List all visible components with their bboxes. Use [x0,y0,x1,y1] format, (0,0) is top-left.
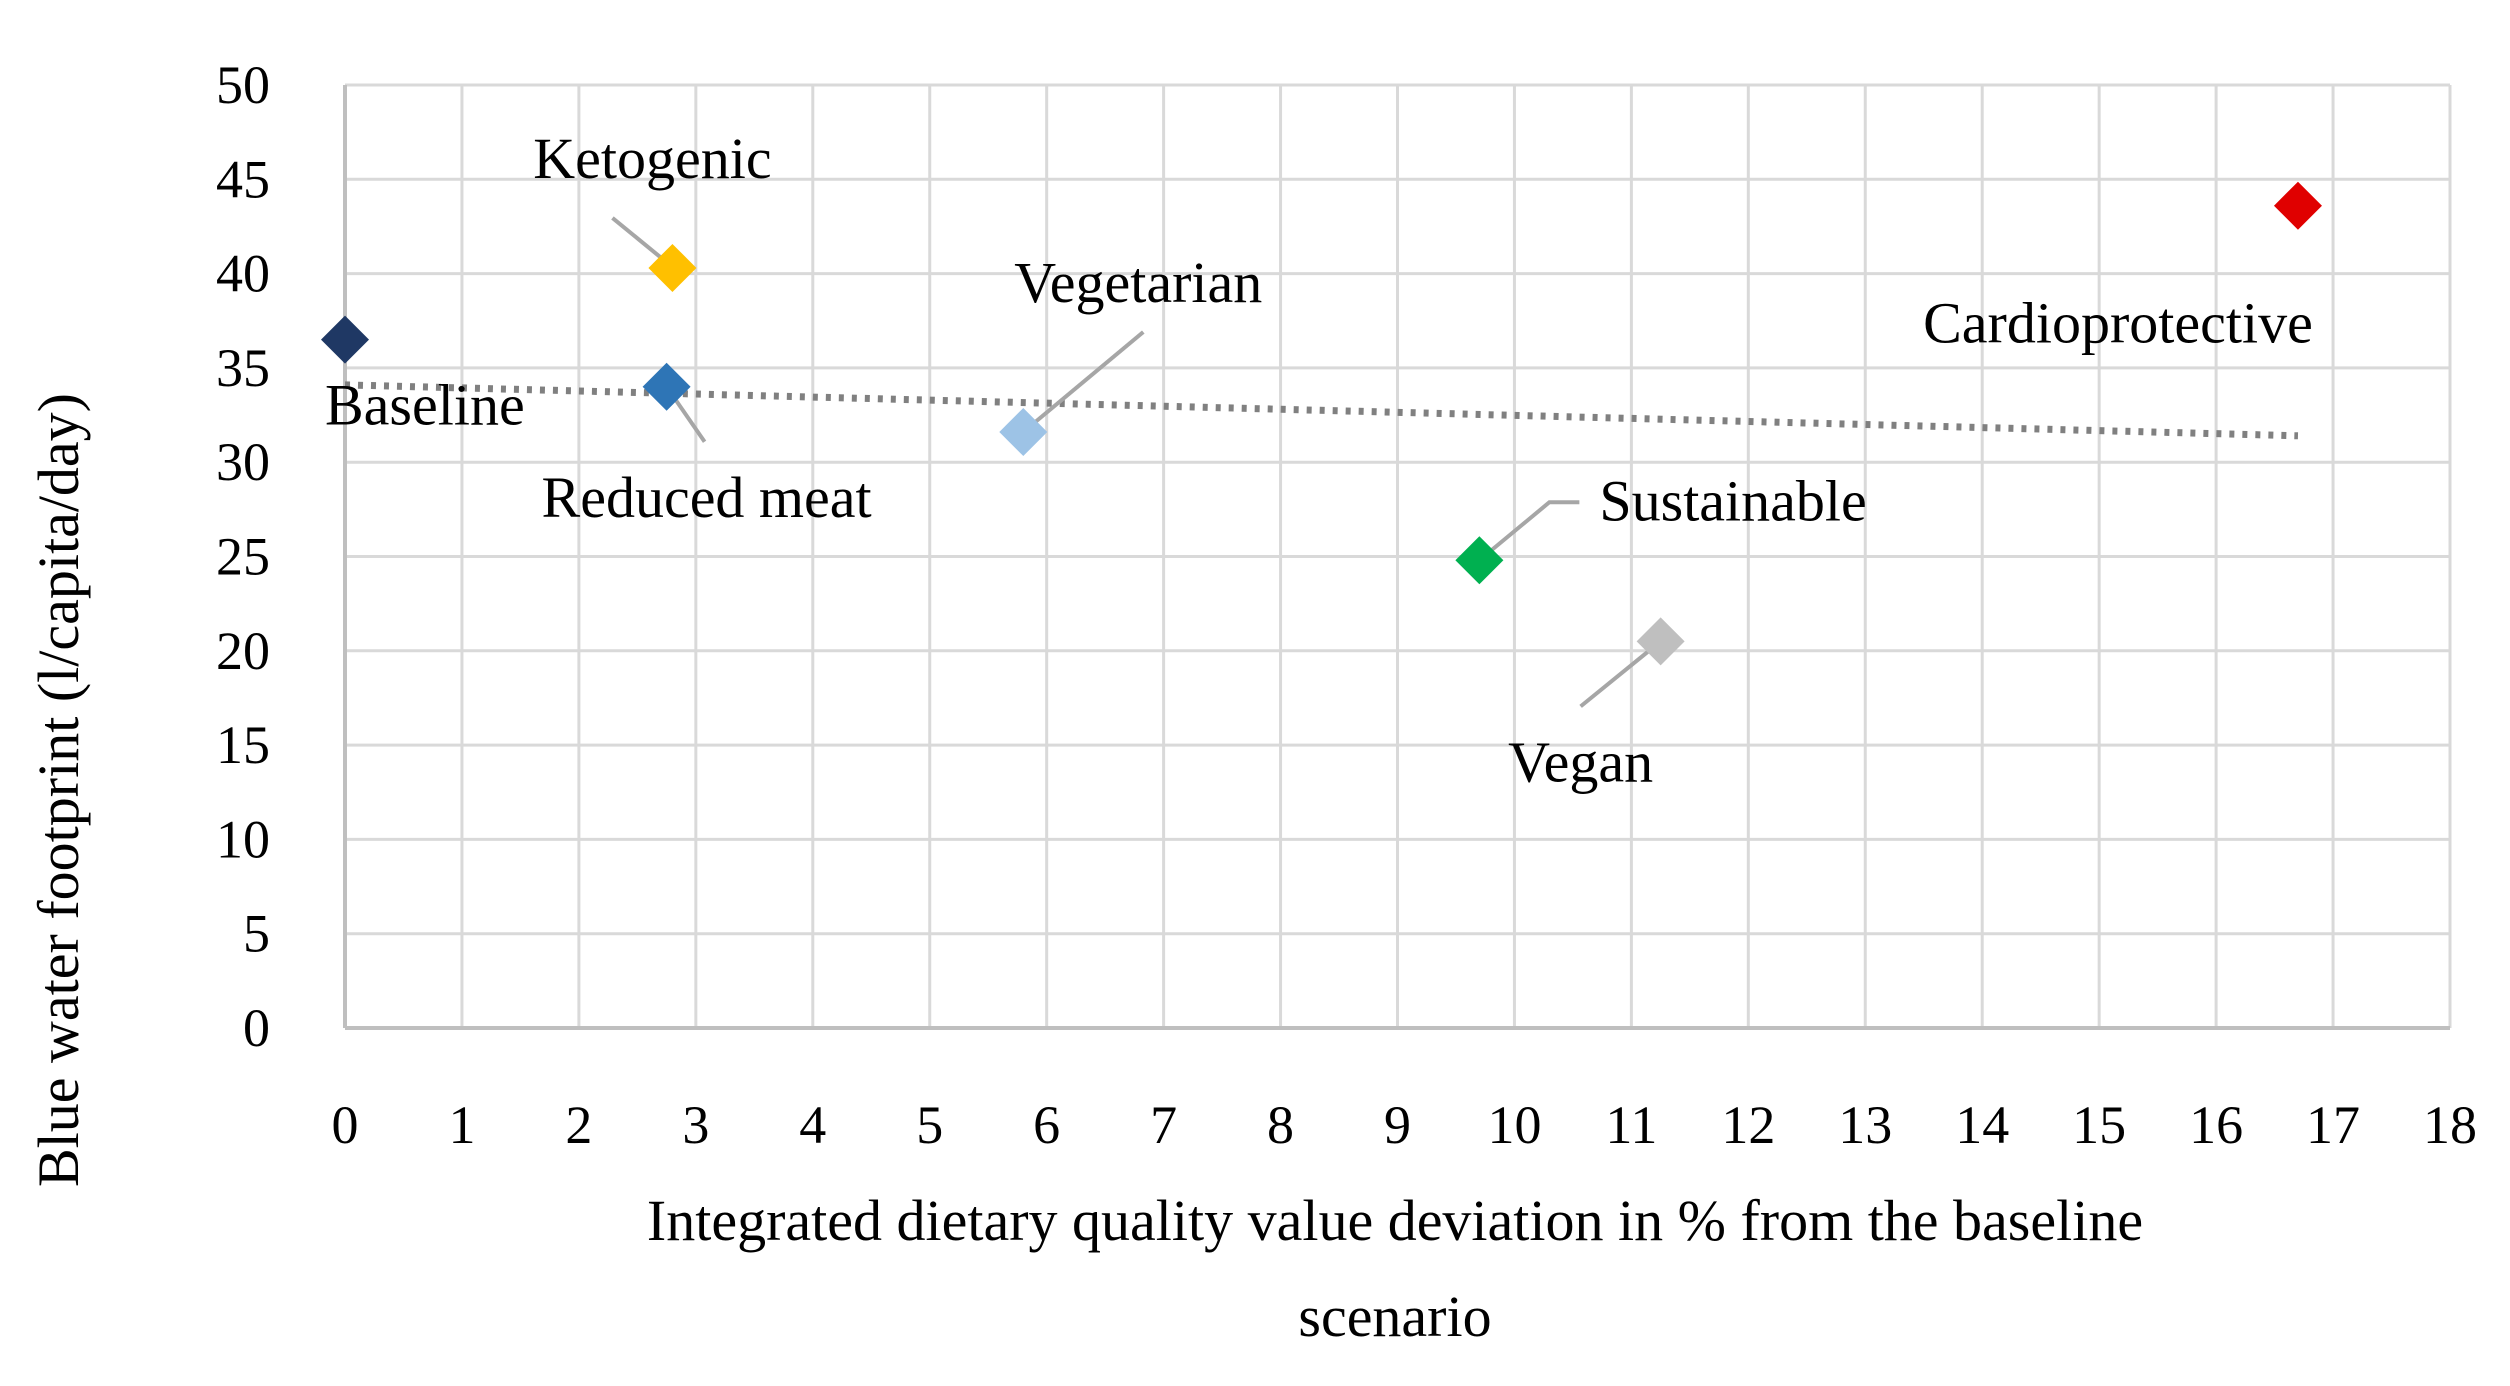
point-label-sustainable: Sustainable [1599,468,1866,533]
y-tick-label: 35 [216,338,270,398]
leader-line [1478,500,1580,562]
y-tick-label: 45 [216,149,270,209]
x-tick-label: 12 [1721,1095,1775,1155]
x-axis-title-line-1: Integrated dietary quality value deviati… [647,1188,2143,1253]
gridlines [345,83,2452,1028]
axes [343,85,2450,1030]
x-tick-label: 15 [2072,1095,2126,1155]
leader-line [611,216,669,265]
point-label-reduced-meat: Reduced meat [542,465,872,530]
y-tick-labels: 0 5 10 15 20 25 30 35 40 45 50 [216,55,270,1058]
x-tick-label: 9 [1384,1095,1411,1155]
x-tick-label: 3 [682,1095,709,1155]
y-tick-label: 25 [216,527,270,587]
y-tick-label: 10 [216,809,270,869]
data-point-sustainable [1455,536,1504,585]
leader-line [1579,639,1662,708]
x-tick-label: 5 [916,1095,943,1155]
x-tick-label: 7 [1150,1095,1177,1155]
data-point-cardioprotective [2273,181,2322,230]
x-tick-label: 0 [332,1095,359,1155]
x-tick-label: 16 [2189,1095,2243,1155]
y-tick-label: 30 [216,432,270,492]
x-tick-label: 6 [1033,1095,1060,1155]
leader-lines [611,216,1662,708]
point-label-ketogenic: Ketogenic [533,126,771,191]
x-tick-label: 8 [1267,1095,1294,1155]
y-tick-label: 0 [243,998,270,1058]
leader-line [1021,330,1145,434]
x-tick-label: 14 [1955,1095,2009,1155]
y-tick-label: 40 [216,244,270,304]
point-label-baseline: Baseline [325,373,525,438]
point-label-vegan: Vegan [1508,729,1653,794]
y-axis-title: Blue water footprint (l/capita/day) [26,393,91,1187]
x-tick-label: 17 [2306,1095,2360,1155]
y-tick-label: 15 [216,715,270,775]
x-tick-label: 10 [1487,1095,1541,1155]
data-point-vegetarian [999,408,1048,457]
x-tick-label: 13 [1838,1095,1892,1155]
data-point-reduced-meat [642,362,691,411]
y-tick-label: 5 [243,904,270,964]
x-tick-label: 4 [799,1095,826,1155]
data-points [321,181,2322,666]
data-point-ketogenic [648,243,697,292]
data-point-baseline [321,315,369,364]
point-labels: Baseline Ketogenic Reduced meat Vegetarian S… [325,126,2313,794]
x-tick-label: 11 [1605,1095,1657,1155]
data-point-vegan [1636,617,1685,666]
x-tick-labels: 0 1 2 3 4 5 6 7 8 9 10 11 12 13 14 15 16 17 18 [332,1095,2478,1155]
point-label-cardioprotective: Cardioprotective [1923,291,2313,356]
x-tick-label: 2 [565,1095,592,1155]
y-tick-label: 50 [216,55,270,115]
x-axis-title-line-2: scenario [1298,1284,1491,1349]
point-label-vegetarian: Vegetarian [1014,250,1262,315]
y-tick-label: 20 [216,621,270,681]
x-tick-label: 18 [2423,1095,2477,1155]
x-tick-label: 1 [448,1095,475,1155]
